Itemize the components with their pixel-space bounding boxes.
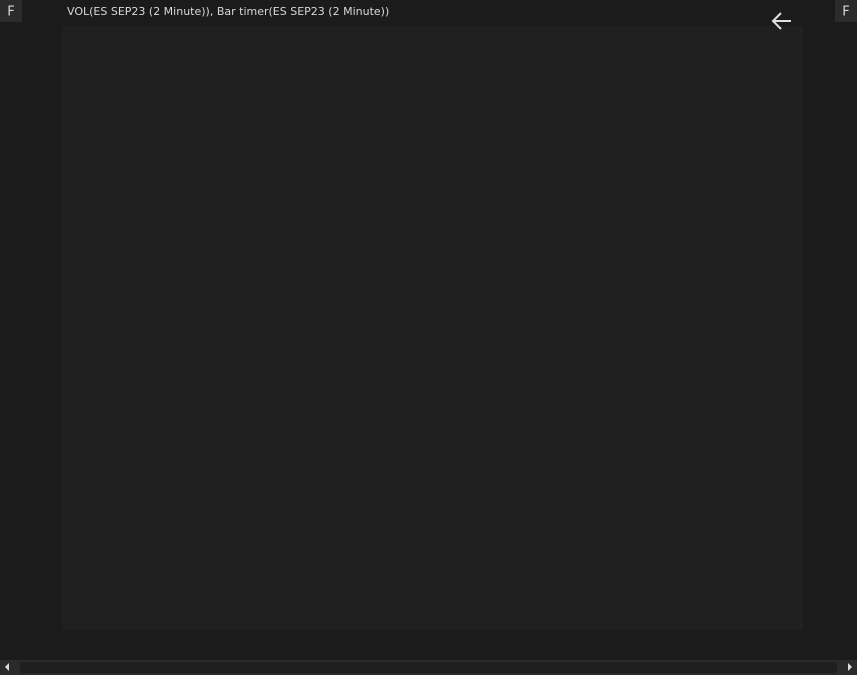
scroll-right[interactable] <box>848 663 852 671</box>
plot-area <box>62 26 803 630</box>
panel-button[interactable] <box>0 0 22 22</box>
scroll-left[interactable] <box>5 663 9 671</box>
panel-button-label: F <box>842 5 849 20</box>
panel-button[interactable] <box>835 0 857 22</box>
back-arrow[interactable] <box>771 12 791 30</box>
chart-title: VOL(ES SEP23 (2 Minute)), Bar timer(ES S… <box>67 5 389 18</box>
panel-button-label: F <box>7 5 14 20</box>
scrollbar-track <box>20 662 837 673</box>
